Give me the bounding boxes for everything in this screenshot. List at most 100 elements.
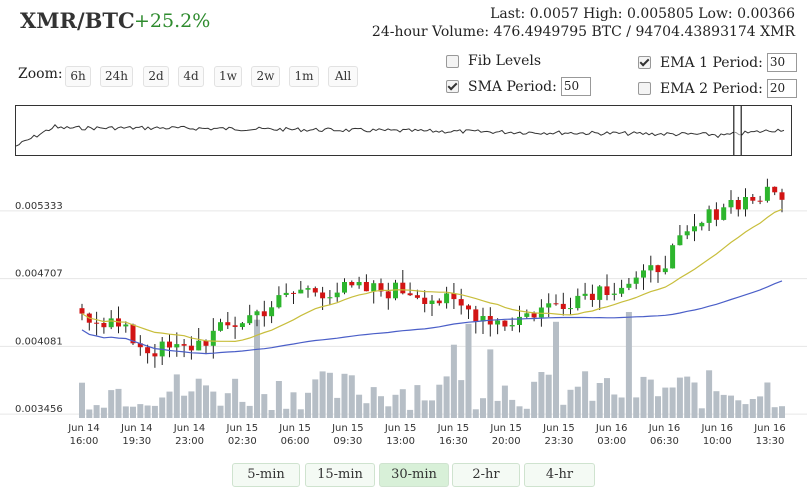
volume-bar bbox=[706, 370, 713, 418]
volume-bar bbox=[254, 319, 260, 418]
zoom-6h-button[interactable]: 6h bbox=[65, 66, 91, 87]
candle-body bbox=[181, 344, 187, 346]
x-tick-date: Jun 15 bbox=[384, 423, 417, 434]
candle-body bbox=[633, 277, 639, 284]
zoom-24h-button[interactable]: 24h bbox=[100, 66, 133, 87]
candle-body bbox=[706, 209, 712, 223]
volume-bar bbox=[210, 391, 217, 418]
navigator-chart[interactable] bbox=[15, 105, 792, 156]
volume-bar bbox=[574, 386, 581, 418]
volume-bar bbox=[195, 378, 202, 418]
ema2-period-label: EMA 2 Period: bbox=[660, 80, 763, 97]
candle-body bbox=[699, 222, 705, 227]
candle-body bbox=[692, 226, 697, 232]
ema1-period-input[interactable]: 30 bbox=[766, 53, 797, 72]
x-tick-time: 13:00 bbox=[386, 436, 415, 447]
candle-body bbox=[123, 324, 129, 327]
volume-bar bbox=[144, 405, 151, 418]
volume-bar bbox=[516, 406, 523, 418]
period-4hr-button[interactable]: 4-hr bbox=[524, 463, 595, 487]
ema2-period-checkbox[interactable] bbox=[638, 82, 651, 95]
period-30min-button[interactable]: 30-min bbox=[379, 463, 449, 487]
volume-bar bbox=[115, 388, 122, 418]
candle-body bbox=[385, 291, 391, 299]
candle-body bbox=[203, 340, 209, 346]
volume-bar bbox=[232, 378, 239, 418]
candle-body bbox=[604, 286, 610, 295]
ema2-period-input[interactable]: 20 bbox=[766, 79, 797, 98]
x-tick-time: 02:30 bbox=[228, 436, 257, 447]
candle-body bbox=[553, 303, 559, 305]
candle-body bbox=[269, 307, 275, 317]
candle-body bbox=[363, 282, 369, 292]
candle-body bbox=[684, 231, 690, 236]
volume-bar bbox=[487, 349, 494, 418]
candle-body bbox=[502, 320, 508, 327]
candle-body bbox=[305, 288, 311, 290]
volume-bar bbox=[735, 400, 742, 418]
volume-bar bbox=[268, 410, 275, 418]
zoom-4d-button[interactable]: 4d bbox=[178, 66, 204, 87]
x-tick-date: Jun 15 bbox=[542, 423, 575, 434]
volume-bar bbox=[749, 399, 756, 418]
volume-bar bbox=[618, 397, 625, 418]
volume-bar bbox=[93, 405, 100, 418]
volume-bar bbox=[203, 385, 209, 418]
zoom-1m-button[interactable]: 1m bbox=[289, 66, 319, 87]
candle-body bbox=[641, 270, 646, 278]
volume-bar bbox=[611, 394, 618, 418]
volume-bar bbox=[290, 392, 297, 418]
volume-bar bbox=[771, 407, 778, 418]
volume-bar bbox=[399, 389, 406, 418]
period-5min-button[interactable]: 5-min bbox=[232, 463, 300, 487]
zoom-2w-button[interactable]: 2w bbox=[251, 66, 280, 87]
volume-bar bbox=[604, 378, 610, 418]
volume-bar bbox=[625, 312, 632, 418]
candle-body bbox=[611, 293, 617, 295]
ema2-period-control: EMA 2 Period: 20 bbox=[638, 79, 797, 98]
sma-period-checkbox[interactable] bbox=[446, 80, 459, 93]
volume-bar bbox=[523, 408, 530, 418]
period-2hr-button[interactable]: 2-hr bbox=[452, 463, 520, 487]
volume-bar bbox=[246, 405, 253, 418]
candle-body bbox=[210, 330, 216, 346]
volume-bar bbox=[764, 382, 771, 418]
candle-body bbox=[188, 345, 194, 351]
volume-bar bbox=[465, 323, 472, 418]
volume-bar bbox=[130, 406, 136, 418]
volume-bar bbox=[531, 381, 538, 418]
volume-bar bbox=[458, 380, 465, 418]
x-tick-date: Jun 16 bbox=[700, 423, 733, 434]
candle-body bbox=[94, 322, 100, 324]
y-tick-label: 0.004707 bbox=[15, 269, 63, 280]
ema1-period-checkbox[interactable] bbox=[638, 56, 651, 69]
volume-bar bbox=[370, 387, 377, 418]
price-chart[interactable]: 0.005333 0.004707 0.004081 0.003456 Jun 14 16… bbox=[0, 160, 807, 460]
volume-bar bbox=[188, 391, 195, 418]
volume-bar bbox=[217, 405, 224, 418]
volume-bar bbox=[305, 392, 311, 418]
fib-levels-checkbox[interactable] bbox=[446, 54, 459, 68]
x-tick-time: 16:00 bbox=[70, 436, 99, 447]
candle-body bbox=[167, 341, 172, 348]
volume-bar bbox=[633, 397, 640, 418]
candle-body bbox=[466, 305, 471, 310]
candle-body bbox=[320, 292, 326, 299]
period-15min-button[interactable]: 15-min bbox=[305, 463, 375, 487]
y-tick-label: 0.005333 bbox=[15, 201, 63, 212]
zoom-1w-button[interactable]: 1w bbox=[214, 66, 242, 87]
zoom-all-button[interactable]: All bbox=[328, 66, 358, 87]
sma-period-input[interactable]: 50 bbox=[560, 77, 591, 96]
sma-line bbox=[81, 208, 783, 343]
zoom-2d-button[interactable]: 2d bbox=[143, 66, 169, 87]
volume-bar bbox=[779, 406, 785, 418]
candle-body bbox=[619, 287, 625, 294]
x-tick-date: Jun 14 bbox=[120, 423, 153, 434]
candle-body bbox=[626, 283, 632, 288]
volume-bar bbox=[450, 344, 457, 418]
volume-bar bbox=[509, 399, 516, 418]
volume-bar bbox=[676, 377, 683, 418]
candle-body bbox=[436, 300, 442, 304]
x-tick-date: Jun 15 bbox=[278, 423, 311, 434]
volume-bar bbox=[662, 387, 669, 418]
